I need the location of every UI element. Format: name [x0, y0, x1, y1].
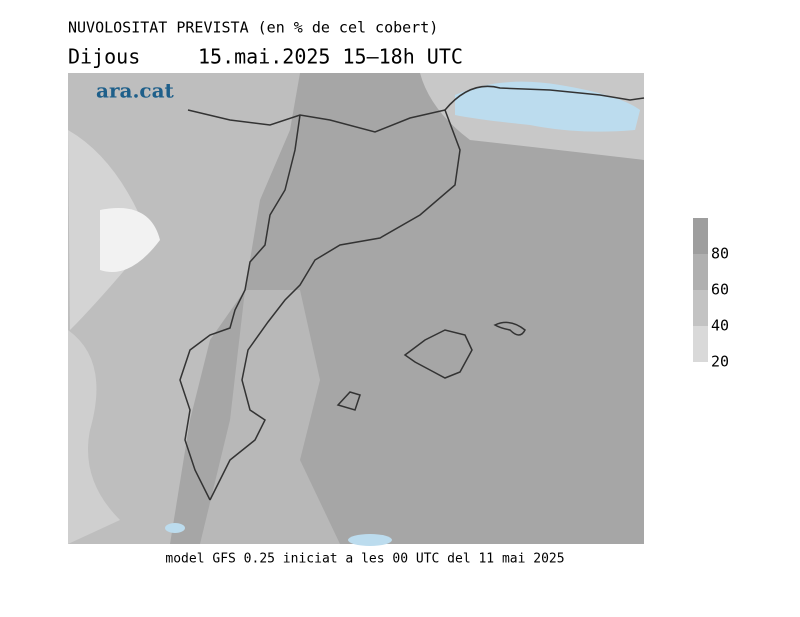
borders: [179, 85, 645, 501]
colorbar: 20 40 60 80: [693, 218, 729, 371]
colorbar-label: 80: [711, 245, 729, 263]
colorbar-label: 40: [711, 317, 729, 335]
colorbar-label: 20: [711, 353, 729, 371]
cloud-area: [68, 330, 120, 544]
logo: ara.cat: [96, 79, 175, 103]
clear-sky-area: [348, 534, 392, 546]
colorbar-segment: [693, 218, 708, 254]
cloud-area: [200, 290, 340, 544]
clear-sky-area: [165, 523, 185, 533]
colorbar-label: 60: [711, 281, 729, 299]
colorbar-segment: [693, 326, 708, 362]
map: ara.cat: [68, 73, 645, 546]
footer: model GFS 0.25 iniciat a les 00 UTC del …: [165, 552, 564, 567]
title: NUVOLOSITAT PREVISTA (en % de cel cobert…: [68, 19, 438, 37]
colorbar-segment: [693, 254, 708, 290]
day: Dijous: [68, 45, 140, 69]
colorbar-segment: [693, 290, 708, 326]
date: 15.mai.2025 15–18h UTC: [198, 45, 463, 69]
cloud-area: [100, 208, 160, 272]
